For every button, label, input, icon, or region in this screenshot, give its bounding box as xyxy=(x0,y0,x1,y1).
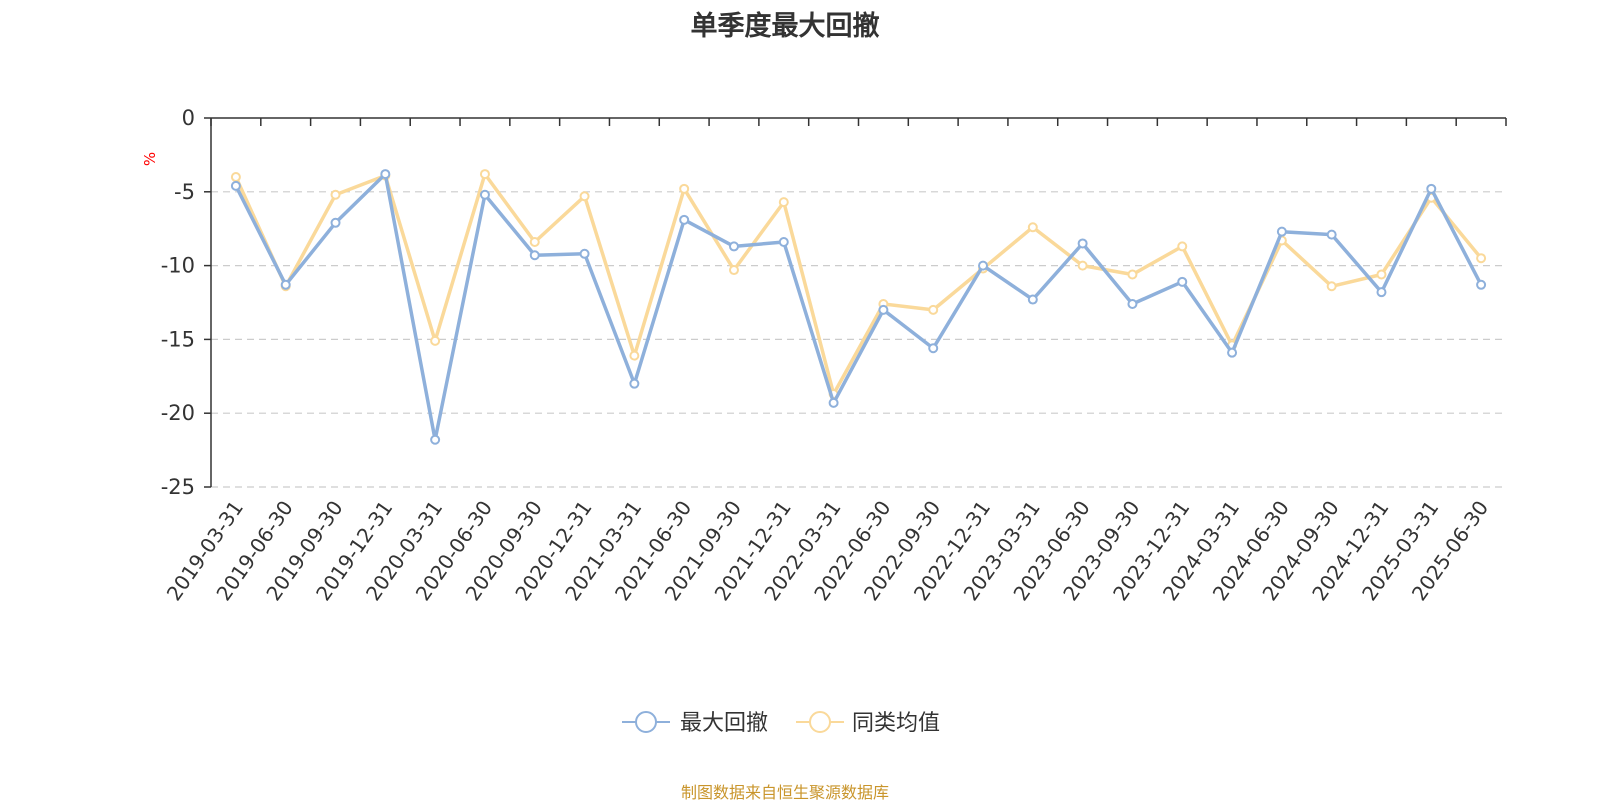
y-tick-label: -5 xyxy=(174,180,195,204)
data-point xyxy=(1127,298,1138,309)
data-point xyxy=(1376,269,1387,280)
data-source-note: 制图数据来自恒生聚源数据库 xyxy=(680,783,889,802)
data-point xyxy=(579,248,590,259)
data-point xyxy=(1027,222,1038,233)
data-point xyxy=(529,250,540,261)
y-tick-label: -20 xyxy=(161,401,195,425)
data-point xyxy=(778,236,789,247)
legend-marker xyxy=(635,711,657,733)
data-point xyxy=(828,397,839,408)
data-point xyxy=(1127,269,1138,280)
data-point xyxy=(778,197,789,208)
y-tick-label: -10 xyxy=(161,254,195,278)
data-point xyxy=(330,189,341,200)
data-point xyxy=(1177,276,1188,287)
data-point xyxy=(679,183,690,194)
data-point xyxy=(1027,294,1038,305)
data-point xyxy=(728,241,739,252)
y-tick-label: -25 xyxy=(161,475,195,499)
data-point xyxy=(1326,281,1337,292)
legend-label: 同类均值 xyxy=(852,711,940,736)
series-line xyxy=(234,172,1483,442)
data-point xyxy=(479,189,490,200)
data-point xyxy=(230,180,241,191)
data-point xyxy=(1376,287,1387,298)
legend[interactable]: 最大回撤 同类均值 xyxy=(622,711,940,736)
y-tick-label: -15 xyxy=(161,327,195,351)
legend-item[interactable]: 同类均值 xyxy=(796,711,940,736)
data-point xyxy=(430,335,441,346)
data-point xyxy=(1077,238,1088,249)
data-point xyxy=(529,236,540,247)
data-point xyxy=(1077,260,1088,271)
data-point xyxy=(978,260,989,271)
legend-marker xyxy=(809,711,831,733)
data-point xyxy=(878,304,889,315)
data-point xyxy=(1177,241,1188,252)
chart-title: 单季度最大回撤 xyxy=(690,11,880,42)
data-point xyxy=(1326,229,1337,240)
data-point xyxy=(1426,183,1437,194)
data-point xyxy=(330,217,341,228)
legend-label: 最大回撤 xyxy=(680,711,768,736)
data-point xyxy=(1227,347,1238,358)
series-line xyxy=(234,172,1483,396)
data-point xyxy=(928,304,939,315)
legend-item[interactable]: 最大回撤 xyxy=(622,711,768,736)
data-point xyxy=(430,434,441,445)
data-point xyxy=(1476,279,1487,290)
data-point xyxy=(1476,253,1487,264)
data-point xyxy=(230,172,241,183)
data-point xyxy=(629,378,640,389)
data-point xyxy=(629,350,640,361)
data-point xyxy=(1276,226,1287,237)
y-tick-label: 0 xyxy=(182,106,195,130)
data-point xyxy=(679,214,690,225)
y-axis-unit-label: % xyxy=(141,152,159,166)
data-point xyxy=(728,265,739,276)
data-point xyxy=(280,279,291,290)
data-point xyxy=(479,169,490,180)
data-point xyxy=(380,169,391,180)
data-point xyxy=(579,191,590,202)
series-lines xyxy=(230,169,1487,445)
data-point xyxy=(928,343,939,354)
